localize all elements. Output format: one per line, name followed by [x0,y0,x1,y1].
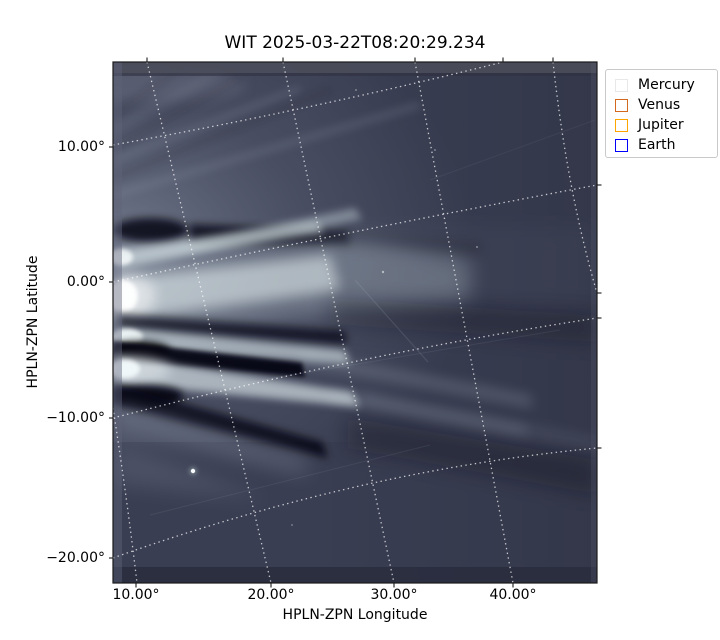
mercury-marker-icon [615,78,628,92]
y-axis-label: HPLN-ZPN Latitude [25,255,41,389]
venus-marker-icon [615,98,628,112]
legend: Mercury Venus Jupiter Earth [605,69,718,158]
axis-ticks [109,57,602,588]
plot-title: WIT 2025-03-22T08:20:29.234 [224,33,486,53]
y-tick-label-0: 0.00° [66,274,105,290]
y-tick-label-10: 10.00° [57,139,105,155]
graticule [113,62,597,583]
legend-label: Mercury [638,77,695,93]
y-tick-label-neg20: −20.00° [46,550,105,566]
sky-image [113,62,597,583]
legend-item-earth: Earth [615,135,717,155]
legend-item-venus: Venus [615,95,717,115]
legend-label: Jupiter [638,117,684,133]
x-axis-label: HPLN-ZPN Longitude [282,607,428,623]
plot-frame [112,61,598,584]
x-tick-label-30: 30.00° [370,587,418,603]
legend-item-jupiter: Jupiter [615,115,717,135]
jupiter-marker-icon [615,118,628,132]
earth-marker-icon [615,138,628,152]
x-tick-label-20: 20.00° [247,587,295,603]
y-tick-label-neg10: −10.00° [46,410,105,426]
legend-label: Venus [638,97,681,113]
x-tick-label-40: 40.00° [489,587,537,603]
legend-item-mercury: Mercury [615,75,717,95]
legend-label: Earth [638,137,676,153]
x-tick-label-10: 10.00° [112,587,160,603]
